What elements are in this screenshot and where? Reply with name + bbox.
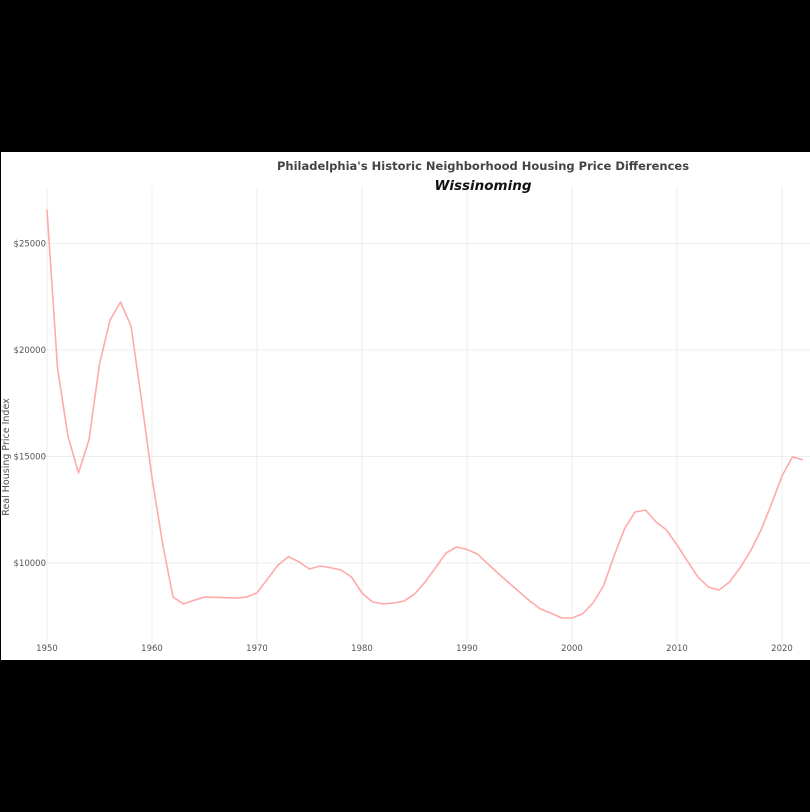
y-tick-label: $20000 [14,346,46,356]
line-chart: Philadelphia's Historic Neighborhood Hou… [1,159,810,654]
chart-panel: Philadelphia's Historic Neighborhood Hou… [1,152,810,660]
x-tick-label: 1970 [246,644,268,654]
x-tick-label: 1950 [36,644,58,654]
gridlines [41,187,810,644]
chart-subtitle: Wissinoming [434,178,531,194]
x-tick-label: 2000 [561,644,583,654]
x-tick-label: 1980 [351,644,373,654]
y-tick-label: $25000 [14,240,46,250]
x-tick-label: 2020 [771,644,793,654]
chart-title: Philadelphia's Historic Neighborhood Hou… [277,159,689,173]
y-tick-label: $15000 [14,453,46,463]
axis-ticks: 1950 1960 1970 1980 1990 2000 2010 2020 $10000 $1… [14,240,793,654]
x-tick-label: 1990 [456,644,478,654]
y-tick-label: $10000 [14,559,46,569]
y-axis-title: Real Housing Price Index [1,398,12,516]
series-line-wissinoming [46,209,804,619]
x-tick-label: 1960 [141,644,163,654]
x-tick-label: 2010 [666,644,688,654]
